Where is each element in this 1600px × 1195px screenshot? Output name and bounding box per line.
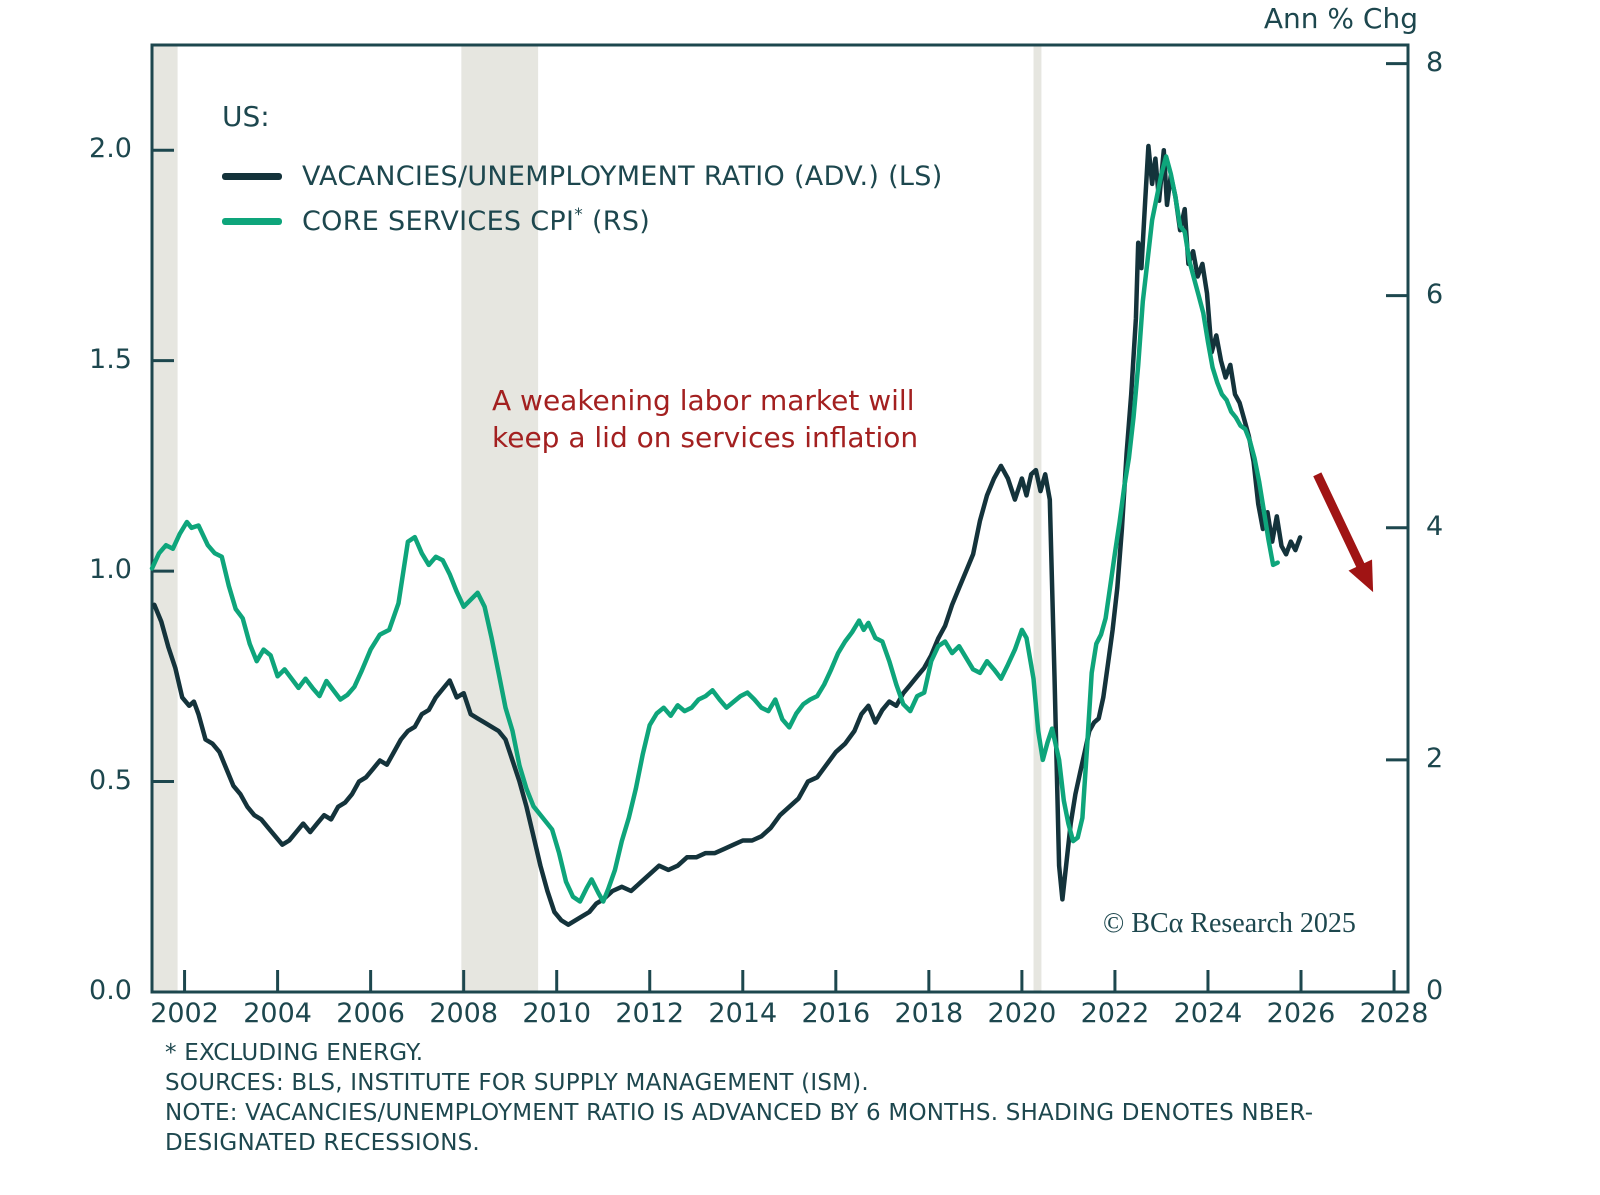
x-tick-label: 2024: [1173, 998, 1243, 1029]
footnote-excluding-energy: * EXCLUDING ENERGY.: [165, 1040, 424, 1066]
chart-legend: US: VACANCIES/UNEMPLOYMENT RATIO (ADV.) …: [222, 100, 943, 249]
x-tick-label: 2014: [708, 998, 778, 1029]
down-arrow-shaft: [1313, 472, 1367, 573]
x-tick-label: 2028: [1359, 998, 1429, 1029]
footnote-asterisk: *: [574, 204, 584, 225]
x-tick-label: 2016: [801, 998, 871, 1029]
right-tick-label: 0: [1426, 975, 1444, 1006]
x-tick-label: 2022: [1080, 998, 1150, 1029]
x-tick-label: 2008: [429, 998, 499, 1029]
footnote-sources: SOURCES: BLS, INSTITUTE FOR SUPPLY MANAG…: [165, 1070, 869, 1096]
core-cpi-label: CORE SERVICES CPI* (RS): [302, 204, 651, 237]
vu-ratio-label: VACANCIES/UNEMPLOYMENT RATIO (ADV.) (LS): [302, 160, 943, 192]
left-tick-label: 1.5: [89, 343, 132, 375]
left-tick-label: 0.0: [89, 975, 132, 1006]
legend-item-core-services-cpi: CORE SERVICES CPI* (RS): [222, 204, 943, 238]
x-tick-label: 2004: [243, 998, 312, 1029]
right-tick-label: 2: [1426, 742, 1444, 774]
footnote-note: NOTE: VACANCIES/UNEMPLOYMENT RATIO IS AD…: [165, 1100, 1314, 1156]
left-tick-label: 0.5: [89, 764, 132, 796]
x-tick-label: 2018: [894, 998, 964, 1029]
down-arrow-head-icon: [1348, 559, 1374, 593]
x-tick-label: 2006: [336, 998, 405, 1029]
vu-ratio-line-swatch: [222, 172, 282, 180]
recession-band: [1033, 45, 1042, 992]
core-services-cpi-line: [149, 154, 1280, 904]
vacancies-unemployment-ratio-line: [152, 143, 1303, 927]
left-tick-label: 2.0: [89, 133, 132, 165]
plot-border: [150, 43, 1410, 994]
footnotes-block: * EXCLUDING ENERGY. SOURCES: BLS, INSTIT…: [165, 1038, 1415, 1158]
x-tick-label: 2026: [1266, 998, 1336, 1029]
recession-band: [461, 45, 539, 992]
copyright-watermark: © BCα Research 2025: [1103, 908, 1356, 939]
legend-item-vu-ratio: VACANCIES/UNEMPLOYMENT RATIO (ADV.) (LS): [222, 159, 943, 193]
x-tick-label: 2010: [522, 998, 592, 1029]
x-tick-label: 2012: [615, 998, 685, 1029]
left-tick-label: 1.0: [89, 554, 132, 586]
legend-heading: US:: [222, 100, 270, 133]
core-cpi-line-swatch: [222, 217, 282, 225]
right-axis-title: Ann % Chg: [1263, 2, 1418, 35]
recession-band: [152, 45, 178, 992]
annotation-line-2: keep a lid on services inflation: [492, 421, 919, 454]
x-tick-label: 2002: [150, 998, 219, 1029]
x-tick-label: 2020: [987, 998, 1057, 1029]
right-tick-label: 4: [1426, 510, 1444, 542]
annotation-text: A weakening labor market will keep a lid…: [492, 382, 918, 456]
annotation-line-1: A weakening labor market will: [492, 384, 915, 417]
right-tick-label: 8: [1426, 46, 1444, 78]
right-tick-label: 6: [1426, 278, 1444, 310]
